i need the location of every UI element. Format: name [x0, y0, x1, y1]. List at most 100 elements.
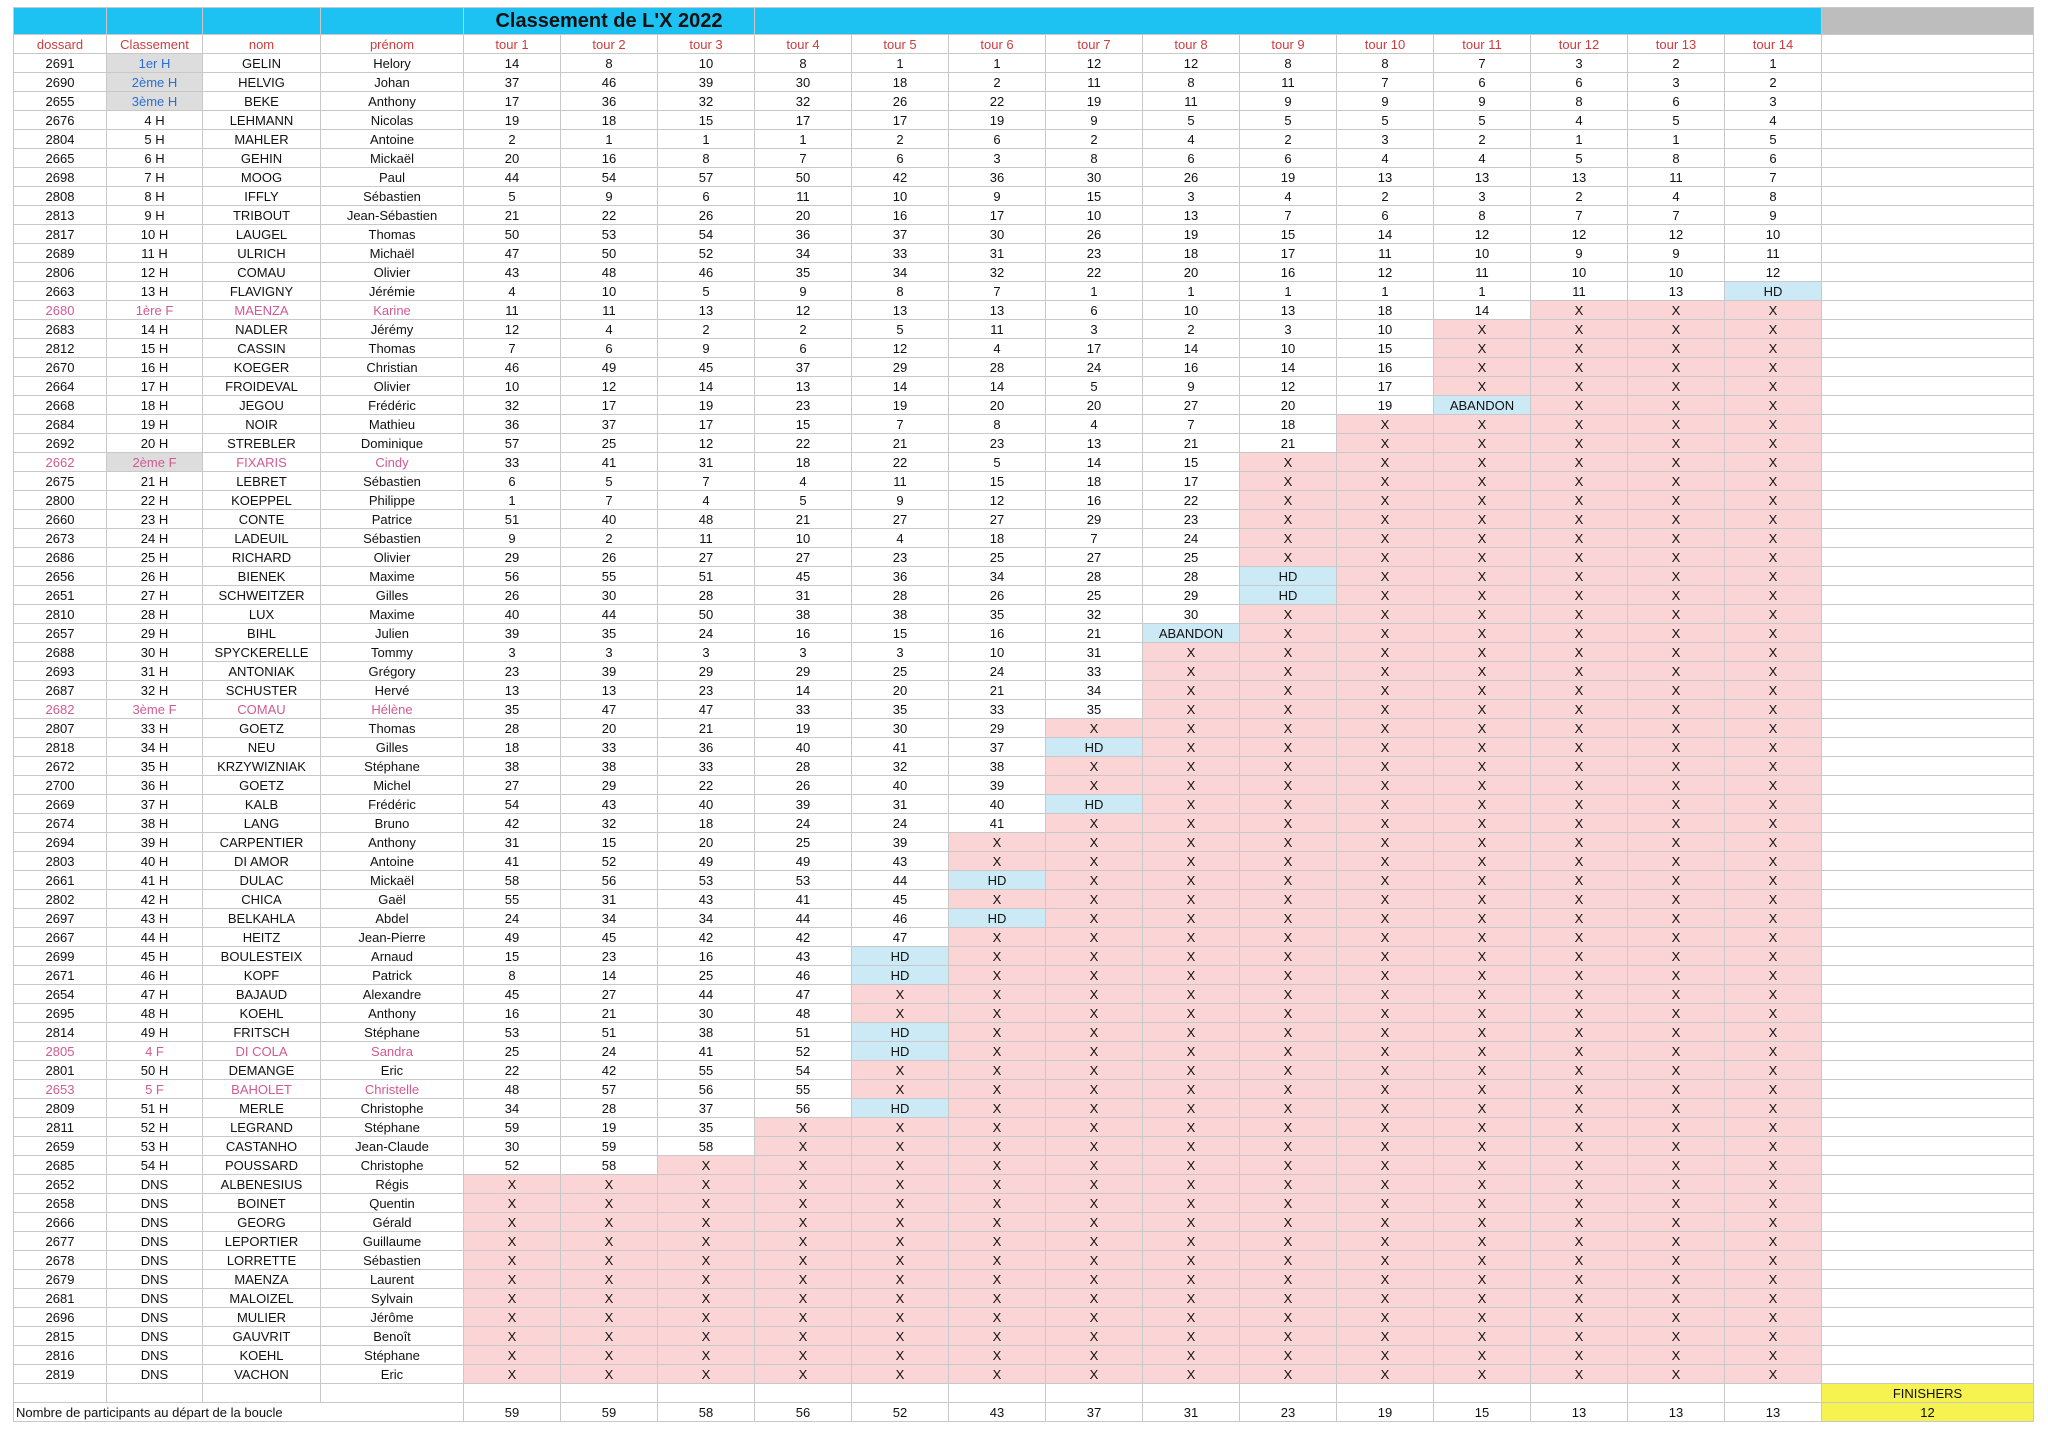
lap-cell: 17 [463, 91, 561, 111]
lap-cell: 41 [754, 889, 852, 909]
lap-cell: HD [851, 1022, 949, 1042]
lastname-cell: CASSIN [202, 338, 321, 358]
lastname-cell: DI COLA [202, 1041, 321, 1061]
lap-cell: X [1239, 718, 1337, 738]
lap-cell: X [1336, 756, 1434, 776]
lap-cell: X [948, 832, 1046, 852]
lap-cell: 20 [657, 832, 755, 852]
lap-cell: 21 [851, 433, 949, 453]
table-row: 2658 DNS BOINET Quentin X X X X X X X X X X X X X X [13, 1193, 2034, 1213]
lap-cell: 11 [1239, 72, 1337, 92]
lap-cell: X [1336, 661, 1434, 681]
lap-cell: X [1724, 870, 1822, 890]
lap-cell: 44 [560, 604, 658, 624]
lap-cell: 42 [657, 927, 755, 947]
lap-cell: 2 [1530, 186, 1628, 206]
lap-cell: 45 [560, 927, 658, 947]
lap-cell: 12 [754, 300, 852, 320]
lap-cell: 29 [657, 661, 755, 681]
lap-cell: 14 [1239, 357, 1337, 377]
rank-cell: 22 H [106, 490, 203, 510]
rank-cell: 52 H [106, 1117, 203, 1137]
lap-cell: X [1045, 718, 1143, 738]
bib-cell: 2819 [13, 1364, 107, 1384]
lap-cell: X [1336, 832, 1434, 852]
rank-cell: 11 H [106, 243, 203, 263]
lap-cell: X [1336, 946, 1434, 966]
lap-cell: X [1724, 490, 1822, 510]
rank-cell: 15 H [106, 338, 203, 358]
lastname-cell: BAHOLET [202, 1079, 321, 1099]
lap-cell: 19 [851, 395, 949, 415]
lap-cell: 7 [1433, 53, 1531, 73]
lap-cell: 22 [948, 91, 1046, 111]
lap-cell: X [1530, 965, 1628, 985]
bib-cell: 2672 [13, 756, 107, 776]
lap-cell: 24 [754, 813, 852, 833]
lap-cell: X [1433, 566, 1531, 586]
lastname-cell: CARPENTIER [202, 832, 321, 852]
lap-cell: 18 [948, 528, 1046, 548]
lap-cell: X [1045, 775, 1143, 795]
lap-cell: X [1530, 813, 1628, 833]
lap-cell: 7 [948, 281, 1046, 301]
lap-cell: X [948, 1060, 1046, 1080]
lap-cell: 9 [754, 281, 852, 301]
lastname-cell: TRIBOUT [202, 205, 321, 225]
table-row: 2698 7 H MOOG Paul 44 54 57 50 42 36 30 26 19 13 13 13 1… [13, 167, 2034, 187]
firstname-cell: Stéphane [320, 1117, 464, 1137]
lastname-cell: BIENEK [202, 566, 321, 586]
lap-cell: X [1045, 1022, 1143, 1042]
lap-cell: 12 [1336, 262, 1434, 282]
lap-cell: X [1627, 528, 1725, 548]
lap-cell: X [1530, 1212, 1628, 1232]
lap-cell: X [851, 1250, 949, 1270]
lap-cell: X [1433, 1364, 1531, 1384]
table-row: 2817 10 H LAUGEL Thomas 50 53 54 36 37 30 26 19 15 14… [13, 224, 2034, 244]
table-row: 2800 22 H KOEPPEL Philippe 1 7 4 5 9 12 16 22 X X X X X X [13, 490, 2034, 510]
firstname-cell: Helory [320, 53, 464, 73]
firstname-cell: Johan [320, 72, 464, 92]
lap-cell: X [1142, 718, 1240, 738]
lap-cell: X [1336, 471, 1434, 491]
lap-cell: 1 [1433, 281, 1531, 301]
rank-cell: 17 H [106, 376, 203, 396]
lap-cell: X [1627, 1060, 1725, 1080]
lap-cell: 7 [754, 148, 852, 168]
lap-cell: X [1045, 1231, 1143, 1251]
lap-cell: 8 [1336, 53, 1434, 73]
lap-cell: 11 [1433, 262, 1531, 282]
lap-cell: 4 [754, 471, 852, 491]
lastname-cell: KRZYWIZNIAK [202, 756, 321, 776]
lap-cell: X [1142, 1022, 1240, 1042]
lap-cell: X [1433, 756, 1531, 776]
lap-cell: 34 [1045, 680, 1143, 700]
lap-cell: 32 [657, 91, 755, 111]
lap-cell: 4 [463, 281, 561, 301]
bib-cell: 2816 [13, 1345, 107, 1365]
lap-cell: 5 [1045, 376, 1143, 396]
lap-cell: 30 [1045, 167, 1143, 187]
lap-cell: 19 [463, 110, 561, 130]
lap-cell: 3 [1142, 186, 1240, 206]
lap-cell: X [1530, 718, 1628, 738]
lap-cell: 19 [948, 110, 1046, 130]
rank-cell: 39 H [106, 832, 203, 852]
rank-cell: DNS [106, 1250, 203, 1270]
lap-cell: 31 [1045, 642, 1143, 662]
rank-cell: 29 H [106, 623, 203, 643]
lap-cell: 14 [1336, 224, 1434, 244]
lap-cell: X [1239, 1060, 1337, 1080]
lap-cell: X [1433, 1345, 1531, 1365]
lap-cell: 45 [463, 984, 561, 1004]
lap-cell: X [1336, 1288, 1434, 1308]
lap-cell: X [1142, 908, 1240, 928]
lastname-cell: KOPF [202, 965, 321, 985]
rank-cell: DNS [106, 1174, 203, 1194]
lap-cell: 7 [463, 338, 561, 358]
lap-cell: X [1433, 984, 1531, 1004]
lap-cell: 46 [463, 357, 561, 377]
lap-cell: 34 [560, 908, 658, 928]
firstname-cell: Michaël [320, 243, 464, 263]
lap-cell: X [948, 1022, 1046, 1042]
